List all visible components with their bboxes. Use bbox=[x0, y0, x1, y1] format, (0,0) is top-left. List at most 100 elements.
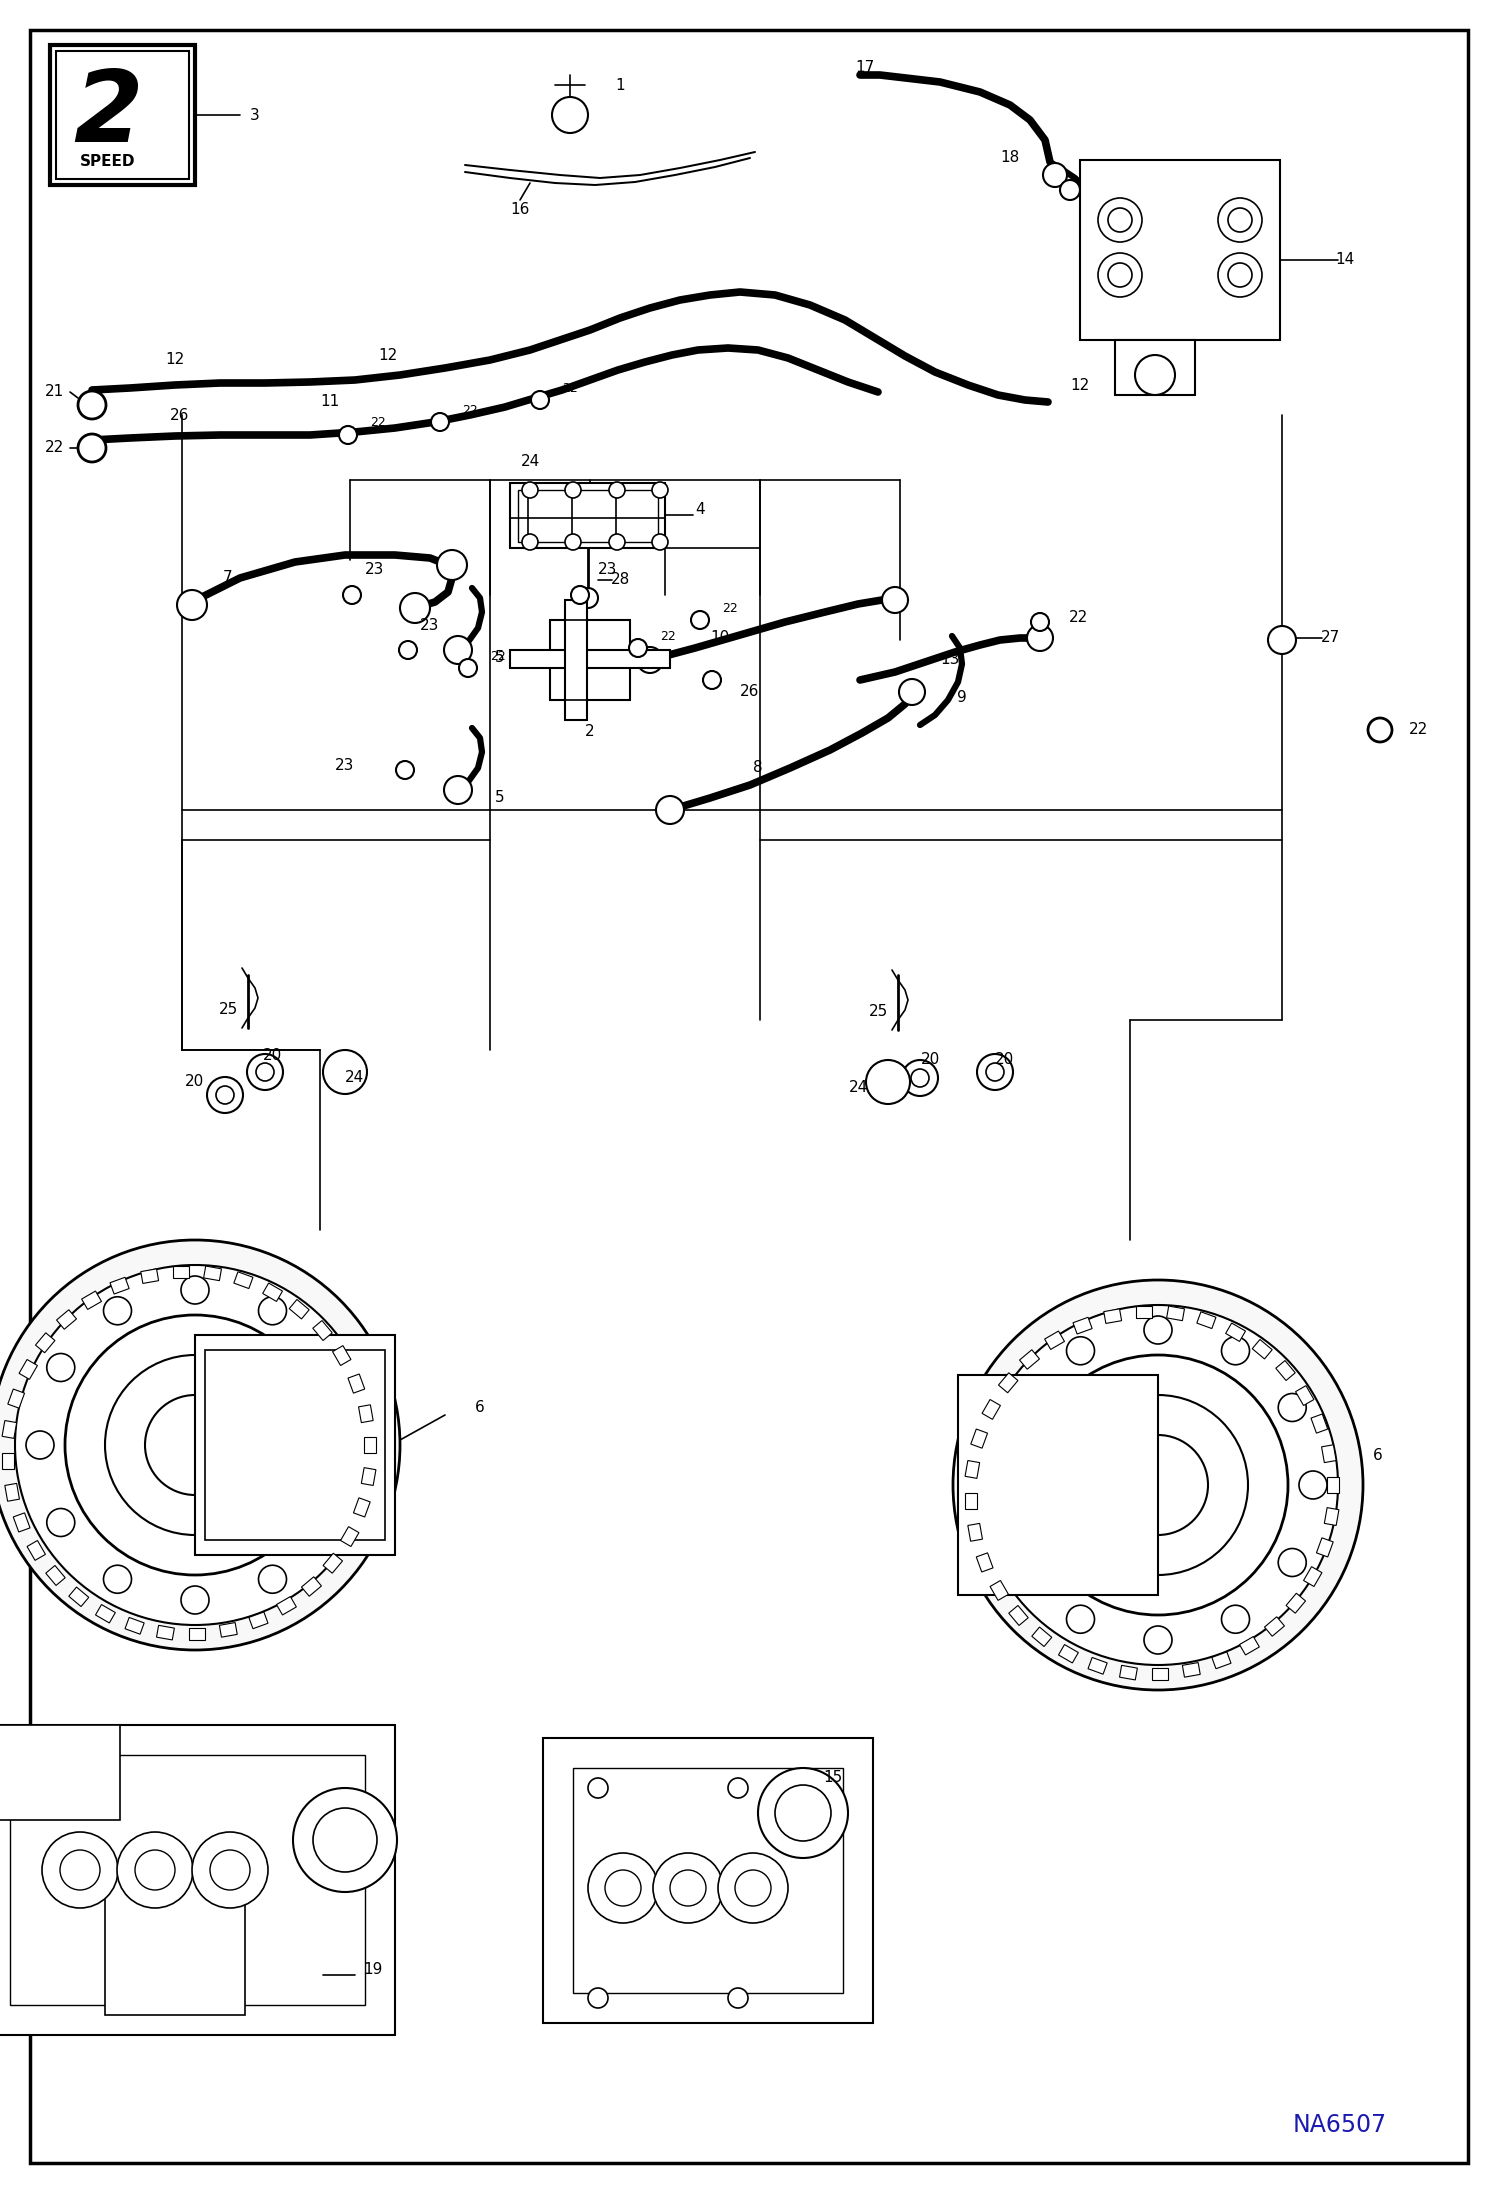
Circle shape bbox=[400, 592, 430, 623]
Circle shape bbox=[670, 1871, 706, 1906]
Bar bbox=[1197, 1311, 1216, 1329]
Bar bbox=[971, 1430, 987, 1447]
Bar bbox=[1264, 1616, 1284, 1636]
Circle shape bbox=[653, 1853, 724, 1923]
Text: 20: 20 bbox=[186, 1075, 205, 1090]
Circle shape bbox=[60, 1851, 100, 1890]
Circle shape bbox=[315, 1353, 343, 1382]
Text: 21: 21 bbox=[45, 384, 64, 399]
Circle shape bbox=[1278, 1548, 1306, 1577]
Text: 23: 23 bbox=[336, 757, 355, 772]
Bar bbox=[219, 1623, 237, 1638]
Bar bbox=[1135, 1307, 1152, 1318]
Bar bbox=[1311, 1414, 1327, 1434]
Bar bbox=[358, 1406, 373, 1423]
Bar bbox=[27, 1539, 45, 1561]
Circle shape bbox=[103, 1566, 132, 1594]
Bar bbox=[1317, 1537, 1333, 1557]
Text: 5: 5 bbox=[496, 651, 505, 664]
Bar bbox=[55, 50, 189, 180]
Circle shape bbox=[1067, 1338, 1095, 1364]
Text: 24: 24 bbox=[848, 1081, 867, 1096]
Circle shape bbox=[247, 1055, 283, 1090]
Bar bbox=[340, 1526, 360, 1546]
Circle shape bbox=[343, 586, 361, 603]
Bar bbox=[509, 482, 665, 548]
Circle shape bbox=[1368, 717, 1392, 741]
Circle shape bbox=[103, 1296, 132, 1325]
Text: 11: 11 bbox=[321, 395, 340, 410]
Circle shape bbox=[589, 1853, 658, 1923]
Bar bbox=[1020, 1349, 1040, 1368]
Circle shape bbox=[105, 1355, 285, 1535]
Bar bbox=[0, 1726, 395, 2035]
Text: 22: 22 bbox=[370, 417, 386, 430]
Circle shape bbox=[565, 482, 581, 498]
Text: 27: 27 bbox=[1320, 632, 1339, 645]
Bar bbox=[69, 1588, 88, 1607]
Bar bbox=[542, 1739, 873, 2022]
Circle shape bbox=[1135, 355, 1174, 395]
Circle shape bbox=[758, 1768, 848, 1857]
Text: 17: 17 bbox=[855, 61, 875, 75]
Circle shape bbox=[902, 1059, 938, 1096]
Circle shape bbox=[117, 1831, 193, 1908]
Bar bbox=[189, 1627, 205, 1640]
Text: 22: 22 bbox=[661, 629, 676, 643]
Bar bbox=[1119, 1664, 1137, 1680]
Bar bbox=[4, 1482, 19, 1502]
Circle shape bbox=[135, 1851, 175, 1890]
Circle shape bbox=[177, 590, 207, 621]
Bar bbox=[1296, 1386, 1314, 1406]
Bar bbox=[1324, 1507, 1339, 1526]
Bar bbox=[1327, 1478, 1339, 1493]
Text: 23: 23 bbox=[598, 561, 617, 577]
Bar bbox=[1104, 1309, 1122, 1322]
Circle shape bbox=[313, 1807, 377, 1873]
Text: 28: 28 bbox=[610, 572, 629, 588]
Circle shape bbox=[977, 1055, 1013, 1090]
Circle shape bbox=[207, 1077, 243, 1114]
Circle shape bbox=[882, 588, 908, 614]
Text: 25: 25 bbox=[869, 1004, 888, 1020]
Circle shape bbox=[1299, 1472, 1327, 1500]
Circle shape bbox=[181, 1586, 210, 1614]
Circle shape bbox=[294, 1787, 397, 1893]
Text: 1: 1 bbox=[616, 77, 625, 92]
Circle shape bbox=[652, 535, 668, 550]
Bar bbox=[234, 1272, 253, 1289]
Circle shape bbox=[42, 1831, 118, 1908]
Circle shape bbox=[443, 636, 472, 664]
Text: 9: 9 bbox=[957, 691, 966, 706]
Bar bbox=[1080, 160, 1279, 340]
Text: 2: 2 bbox=[586, 724, 595, 739]
Text: 24: 24 bbox=[346, 1070, 364, 1086]
Text: 22: 22 bbox=[1068, 610, 1088, 625]
Bar bbox=[364, 1436, 376, 1454]
Bar bbox=[205, 1351, 385, 1539]
Bar bbox=[109, 1276, 129, 1294]
Circle shape bbox=[64, 1316, 325, 1575]
Circle shape bbox=[637, 647, 664, 673]
Text: 6: 6 bbox=[475, 1401, 485, 1414]
Text: 22: 22 bbox=[490, 649, 506, 662]
Text: 12: 12 bbox=[165, 353, 184, 368]
Circle shape bbox=[899, 680, 924, 704]
Circle shape bbox=[728, 1989, 748, 2009]
Bar bbox=[249, 1612, 268, 1629]
Bar bbox=[324, 1553, 343, 1572]
Bar bbox=[354, 1498, 370, 1518]
Circle shape bbox=[565, 535, 581, 550]
Circle shape bbox=[691, 612, 709, 629]
Text: 25: 25 bbox=[219, 1002, 238, 1018]
Circle shape bbox=[589, 1989, 608, 2009]
Circle shape bbox=[0, 1239, 400, 1649]
Text: 22: 22 bbox=[45, 441, 64, 456]
Text: 3: 3 bbox=[250, 107, 259, 123]
Bar bbox=[96, 1605, 115, 1623]
Circle shape bbox=[610, 482, 625, 498]
Bar bbox=[57, 1309, 76, 1329]
Text: 6: 6 bbox=[1374, 1447, 1383, 1463]
Circle shape bbox=[181, 1276, 210, 1305]
Bar bbox=[550, 621, 631, 700]
